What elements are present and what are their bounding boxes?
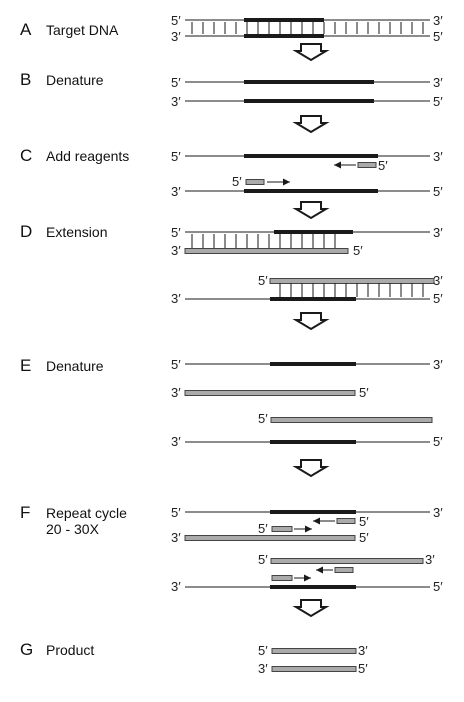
extension-arrowhead <box>316 566 323 574</box>
end-label-5: 5′ <box>171 13 181 28</box>
primer-strand <box>184 390 356 396</box>
step-letter: F <box>20 503 31 522</box>
step-f: F Repeat cycle 20 - 30X <box>20 503 127 537</box>
end-label-5: 5′ <box>258 552 268 567</box>
end-label-3: 3′ <box>433 13 443 28</box>
step-letter: C <box>20 146 33 165</box>
step-b: B Denature <box>20 70 104 89</box>
end-label-5: 5′ <box>171 225 181 240</box>
step-arrow <box>292 43 330 62</box>
primer-strand <box>334 567 354 573</box>
step-label: Repeat cycle <box>46 505 127 521</box>
end-label-3: 3′ <box>358 643 368 658</box>
extension-arrowhead <box>305 525 312 533</box>
end-label-3: 3′ <box>258 661 268 676</box>
extension-arrowhead <box>283 178 290 186</box>
primer-end-label: 5′ <box>378 158 388 173</box>
primer-strand <box>245 179 265 185</box>
end-label-5: 5′ <box>433 184 443 199</box>
end-label-5: 5′ <box>258 643 268 658</box>
end-label-5: 5′ <box>258 411 268 426</box>
end-label-3: 3′ <box>171 434 181 449</box>
end-label-5: 5′ <box>433 29 443 44</box>
end-label-3: 3′ <box>171 385 181 400</box>
end-label-3: 3′ <box>433 357 443 372</box>
step-label: Denature <box>46 358 104 374</box>
extension-arrowhead <box>313 517 320 525</box>
end-label-5: 5′ <box>433 291 443 306</box>
end-label-3: 3′ <box>425 552 435 567</box>
extension-arrowhead <box>334 161 341 169</box>
step-e: E Denature <box>20 356 104 375</box>
end-label-3: 3′ <box>171 291 181 306</box>
end-label-3: 3′ <box>171 184 181 199</box>
step-letter: B <box>20 70 32 89</box>
end-label-3: 3′ <box>433 225 443 240</box>
end-label-5: 5′ <box>171 505 181 520</box>
primer-strand <box>270 558 424 564</box>
end-label-5: 5′ <box>171 149 181 164</box>
primer-end-label: 5′ <box>359 514 369 529</box>
step-arrow <box>292 459 330 478</box>
end-label-5: 5′ <box>433 434 443 449</box>
end-label-5: 5′ <box>433 94 443 109</box>
step-label: Extension <box>46 224 108 240</box>
step-arrow <box>292 599 330 618</box>
primer-strand <box>271 526 293 532</box>
end-label-3: 3′ <box>433 149 443 164</box>
step-label: Target DNA <box>46 22 119 38</box>
primer-end-label: 5′ <box>258 521 268 536</box>
step-letter: E <box>20 356 32 375</box>
end-label-3: 3′ <box>433 75 443 90</box>
step-arrow <box>292 312 330 331</box>
step-letter: G <box>20 640 34 659</box>
end-label-3: 3′ <box>171 29 181 44</box>
step-arrow <box>292 201 330 220</box>
end-label-5: 5′ <box>433 579 443 594</box>
step-arrow <box>292 115 330 134</box>
primer-strand <box>271 648 357 654</box>
step-a: A Target DNA <box>20 20 119 39</box>
primer-strand <box>184 535 356 541</box>
extension-arrowhead <box>304 574 311 582</box>
end-label-5: 5′ <box>171 75 181 90</box>
step-letter: D <box>20 222 33 241</box>
step-label: Add reagents <box>46 148 130 164</box>
primer-strand <box>184 248 349 254</box>
end-label-3: 3′ <box>171 243 181 258</box>
end-label-5: 5′ <box>359 530 369 545</box>
end-label-3: 3′ <box>171 579 181 594</box>
step-letter: A <box>20 20 32 39</box>
end-label-5: 5′ <box>171 357 181 372</box>
end-label-3: 3′ <box>433 273 443 288</box>
primer-strand <box>269 278 435 284</box>
primer-strand <box>270 417 433 423</box>
end-label-5: 5′ <box>353 243 363 258</box>
step-label: Product <box>46 642 95 658</box>
primer-strand <box>271 575 293 581</box>
end-label-5: 5′ <box>258 273 268 288</box>
primer-end-label: 5′ <box>232 174 242 189</box>
step-c: C Add reagents <box>20 146 130 165</box>
end-label-3: 3′ <box>433 505 443 520</box>
primer-strand <box>336 518 356 524</box>
end-label-5: 5′ <box>358 661 368 676</box>
end-label-3: 3′ <box>171 530 181 545</box>
step-d: D Extension <box>20 222 108 241</box>
end-label-3: 3′ <box>171 94 181 109</box>
step-label: Denature <box>46 72 104 88</box>
primer-strand <box>271 666 357 672</box>
end-label-5: 5′ <box>359 385 369 400</box>
step-g: G Product <box>20 640 95 659</box>
step-label-2: 20 - 30X <box>46 521 99 537</box>
primer-strand <box>357 162 377 168</box>
